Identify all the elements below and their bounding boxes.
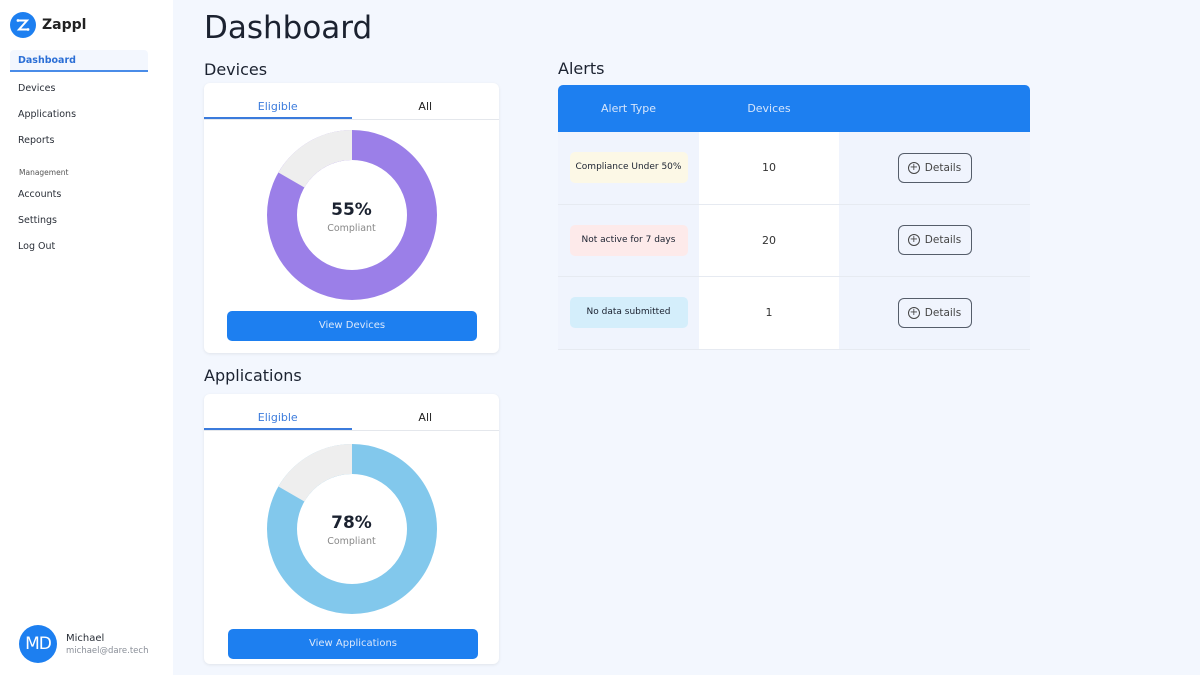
alert-type-badge: No data submitted [569, 297, 688, 329]
avatar: MD [19, 625, 57, 663]
devices-title: Devices [204, 60, 268, 79]
devices-percent: 55% [331, 200, 372, 220]
column-devices: Devices [747, 102, 791, 115]
sidebar-item-devices[interactable]: Devices [18, 83, 56, 94]
sidebar-item-applications[interactable]: Applications [18, 109, 77, 120]
details-label: Details [924, 234, 962, 247]
alerts-table-header: Alert Type Devices [558, 85, 1030, 132]
app-name: Zappl [42, 17, 87, 33]
devices-donut-chart [267, 130, 437, 300]
alert-type-badge: Compliance Under 50% [569, 152, 688, 184]
alert-device-count: 20 [699, 204, 839, 276]
alert-device-count: 10 [699, 132, 839, 204]
devices-compliant-label: Compliant [327, 223, 376, 234]
table-row: Not active for 7 days 20 + Details [558, 204, 1030, 277]
user-email: michael@dare.tech [66, 645, 149, 656]
applications-card: Eligible All 78% Compliant View Applicat… [204, 394, 499, 664]
zappl-logo-icon [10, 12, 36, 38]
details-label: Details [924, 161, 962, 174]
plus-circle-icon: + [907, 234, 920, 247]
sidebar: Zappl Dashboard Devices Applications Rep… [0, 0, 173, 675]
column-alert-type: Alert Type [601, 102, 656, 115]
devices-tab-all[interactable]: All [418, 100, 433, 113]
devices-tab-eligible[interactable]: Eligible [204, 83, 352, 119]
details-button[interactable]: + Details [897, 152, 972, 183]
devices-card: Eligible All 55% Compliant View Devices [204, 83, 499, 353]
plus-circle-icon: + [907, 161, 920, 174]
applications-tab-all[interactable]: All [418, 411, 433, 424]
table-row: Compliance Under 50% 10 + Details [558, 132, 1030, 205]
table-row: No data submitted 1 + Details [558, 277, 1030, 350]
sidebar-item-logout[interactable]: Log Out [18, 241, 56, 252]
user-profile[interactable]: MD Michael michael@dare.tech [19, 625, 148, 663]
sidebar-section-management: Management [19, 168, 69, 177]
applications-title: Applications [204, 366, 302, 385]
sidebar-item-settings[interactable]: Settings [18, 215, 57, 226]
applications-percent: 78% [331, 513, 372, 533]
alerts-table: Alert Type Devices Compliance Under 50% … [558, 85, 1030, 350]
sidebar-item-accounts[interactable]: Accounts [18, 189, 62, 200]
details-button[interactable]: + Details [897, 225, 972, 256]
sidebar-item-reports[interactable]: Reports [18, 135, 55, 146]
alerts-title: Alerts [558, 59, 605, 78]
logo[interactable]: Zappl [10, 12, 86, 38]
page-title: Dashboard [204, 10, 373, 46]
view-applications-button[interactable]: View Applications [228, 629, 478, 659]
alert-type-badge: Not active for 7 days [569, 224, 688, 256]
details-button[interactable]: + Details [897, 297, 972, 328]
plus-circle-icon: + [907, 306, 920, 319]
sidebar-item-dashboard[interactable]: Dashboard [10, 50, 148, 72]
applications-donut-chart [267, 444, 437, 614]
details-label: Details [924, 306, 962, 319]
user-name: Michael [66, 632, 105, 644]
alert-device-count: 1 [699, 277, 839, 349]
applications-compliant-label: Compliant [327, 536, 376, 547]
view-devices-button[interactable]: View Devices [227, 311, 477, 341]
applications-tab-eligible[interactable]: Eligible [204, 394, 352, 430]
